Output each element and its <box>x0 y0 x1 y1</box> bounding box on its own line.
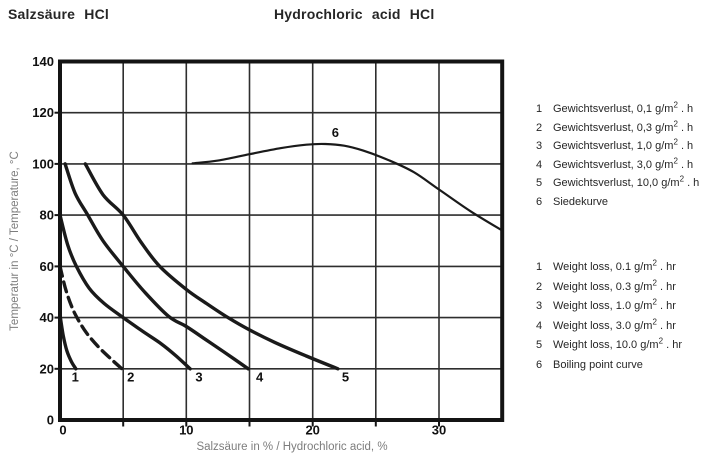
legend-item-label: Weight loss, 10.0 g/m2 . hr <box>553 336 682 352</box>
legend-item-number: 4 <box>536 158 543 171</box>
legend-item-number: 2 <box>536 280 543 293</box>
legend-item-5: 5 Weight loss, 10.0 g/m2 . hr <box>536 336 720 356</box>
legend-item-label: Gewichtsverlust, 3,0 g/m2 . h <box>553 156 694 171</box>
legend-item-2: 2 Gewichtsverlust, 0,3 g/m2 . h <box>536 119 720 138</box>
x-tick-label: 30 <box>432 423 446 438</box>
legend-item-label: Weight loss, 0.1 g/m2 . hr <box>553 258 676 273</box>
legend-item-2: 2 Weight loss, 0.3 g/m2 . hr <box>536 278 720 298</box>
hcl-isocorrosion-chart: 1 2 3 4 560 10 20 30020406080100120140Salzsäure… <box>9 54 505 453</box>
y-tick-label: 120 <box>32 105 54 120</box>
curve-label-6: 6 <box>332 125 339 140</box>
y-tick-label: 20 <box>40 361 54 376</box>
tick-marks <box>54 111 440 427</box>
legend-item-number: 4 <box>536 319 543 332</box>
curve-1 <box>58 313 78 371</box>
legend-item-label: Boiling point curve <box>553 358 643 371</box>
x-tick-label: 20 <box>305 423 319 438</box>
legend-item-number: 1 <box>536 261 543 273</box>
x-axis-label: Salzsäure in % / Hydrochloric acid, % <box>196 441 387 453</box>
legend-item-label: Gewichtsverlust, 10,0 g/m2 . h <box>553 174 700 190</box>
y-tick-label: 40 <box>40 310 54 325</box>
curve-4 <box>63 162 250 371</box>
legend-item-number: 2 <box>536 121 543 134</box>
legend-item-number: 6 <box>536 358 543 371</box>
plot-border <box>58 59 505 422</box>
y-tick-label: 140 <box>32 54 54 69</box>
y-tick-label: 0 <box>47 413 54 428</box>
legend-item-6: 6 Siedekurve <box>536 193 720 212</box>
legend-item-label: Siedekurve <box>553 195 609 208</box>
x-tick-label: 0 <box>59 423 66 438</box>
title-english: Hydrochloric acid HCl <box>274 6 435 22</box>
legend-item-label: Weight loss, 1.0 g/m2 . hr <box>553 297 676 313</box>
curve-label-3: 3 <box>195 370 202 385</box>
title-german: Salzsäure HCl <box>8 6 109 22</box>
curve-label-5: 5 <box>342 370 349 385</box>
legend-item-5: 5 Gewichtsverlust, 10,0 g/m2 . h <box>536 174 720 193</box>
legend-item-label: Gewichtsverlust, 0,1 g/m2 . h <box>553 100 694 115</box>
curve-label-1: 1 <box>72 370 79 385</box>
x-tick-label: 10 <box>179 423 193 438</box>
gridlines <box>60 61 503 420</box>
curve-label-2: 2 <box>127 370 134 385</box>
curve-2 <box>58 264 124 371</box>
legend-item-number: 3 <box>536 140 543 153</box>
legend-item-number: 3 <box>536 300 543 313</box>
legend-english: 1 Weight loss, 0.1 g/m2 . hr 2 Weight loss,… <box>536 258 720 376</box>
legend-item-1: 1 Weight loss, 0.1 g/m2 . hr <box>536 258 720 278</box>
legend-item-number: 6 <box>536 195 543 208</box>
curve-3 <box>58 213 192 371</box>
legend-german: 1 Gewichtsverlust, 0,1 g/m2 . h 2 Gewichtsv… <box>536 100 720 212</box>
y-tick-label: 100 <box>32 156 54 171</box>
y-axis-label: Temperatur in °C / Temperature, °C <box>9 151 21 331</box>
legend-item-3: 3 Weight loss, 1.0 g/m2 . hr <box>536 297 720 317</box>
y-tick-label: 60 <box>40 259 54 274</box>
curve-6 <box>191 142 504 232</box>
curve-5 <box>83 162 340 371</box>
legend-item-number: 5 <box>536 177 543 190</box>
legend-item-label: Weight loss, 3.0 g/m2 . hr <box>553 317 676 332</box>
legend-item-1: 1 Gewichtsverlust, 0,1 g/m2 . h <box>536 100 720 119</box>
curve-label-4: 4 <box>256 370 264 385</box>
legend-item-6: 6 Boiling point curve <box>536 356 720 376</box>
legend-item-4: 4 Gewichtsverlust, 3,0 g/m2 . h <box>536 156 720 175</box>
y-tick-label: 80 <box>40 208 54 223</box>
legend-item-4: 4 Weight loss, 3.0 g/m2 . hr <box>536 317 720 337</box>
legend-item-number: 1 <box>536 103 543 115</box>
legend-item-label: Weight loss, 0.3 g/m2 . hr <box>553 277 676 293</box>
legend-item-label: Gewichtsverlust, 1,0 g/m2 . h <box>553 137 694 153</box>
legend-item-label: Gewichtsverlust, 0,3 g/m2 . h <box>553 118 694 134</box>
legend-item-3: 3 Gewichtsverlust, 1,0 g/m2 . h <box>536 137 720 156</box>
legend-item-number: 5 <box>536 339 543 352</box>
